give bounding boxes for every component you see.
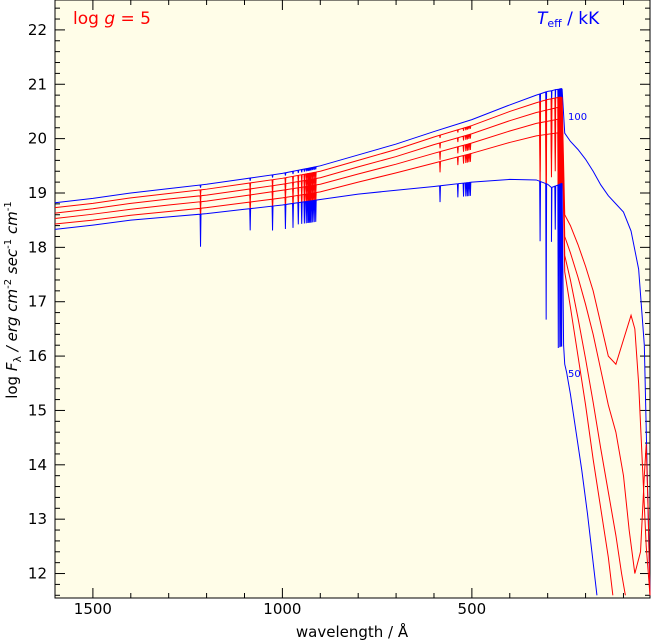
y-label-exp2: -1 <box>3 239 14 249</box>
y-tick-label: 18 <box>28 238 47 256</box>
y-label-F: F <box>3 362 21 371</box>
x-tick-label: 500 <box>458 600 487 618</box>
y-label-cm: cm <box>3 211 21 239</box>
y-tick-label: 13 <box>28 510 47 528</box>
y-tick-label: 12 <box>28 565 47 583</box>
y-tick-label: 17 <box>28 293 47 311</box>
y-tick-label: 20 <box>28 130 47 148</box>
series-line <box>54 178 598 596</box>
logg-annotation: log g = 5 <box>73 9 151 29</box>
y-label-sec: sec <box>3 248 21 279</box>
axis-ticks <box>54 0 650 598</box>
y-label-units: / erg cm <box>3 289 21 356</box>
x-tick-label: 1000 <box>263 600 301 618</box>
y-label-sub: λ <box>11 356 24 363</box>
teff-T: T <box>537 9 549 29</box>
y-axis-label: log Fλ / erg cm-2 sec-1 cm-1 <box>3 201 24 399</box>
y-tick-label: 14 <box>28 456 47 474</box>
y-tick-label: 22 <box>28 21 47 39</box>
logg-prefix: log <box>73 9 104 29</box>
series-group <box>54 87 651 596</box>
x-axis-label: wavelength / Å <box>296 622 409 641</box>
y-tick-label: 15 <box>28 401 47 419</box>
y-tick-label: 19 <box>28 184 47 202</box>
logg-suffix: = 5 <box>115 9 151 29</box>
y-tick-label: 16 <box>28 347 47 365</box>
teff-suffix: / kK <box>562 9 600 29</box>
logg-g: g <box>104 9 115 29</box>
y-label-exp3: -1 <box>3 201 14 211</box>
teff-sub: eff <box>547 17 562 30</box>
teff-annotation: Teff / kK <box>537 9 600 30</box>
x-tick-label: 1500 <box>74 600 112 618</box>
curve-label-50: 50 <box>568 369 581 380</box>
y-tick-label: 21 <box>28 75 47 93</box>
tick-labels: 12 13 14 15 16 17 18 19 20 21 22 1500 1000 500 <box>28 21 486 618</box>
y-label-prefix: log <box>3 371 21 399</box>
curve-label-100: 100 <box>568 112 587 123</box>
y-label-exp1: -2 <box>3 279 14 289</box>
